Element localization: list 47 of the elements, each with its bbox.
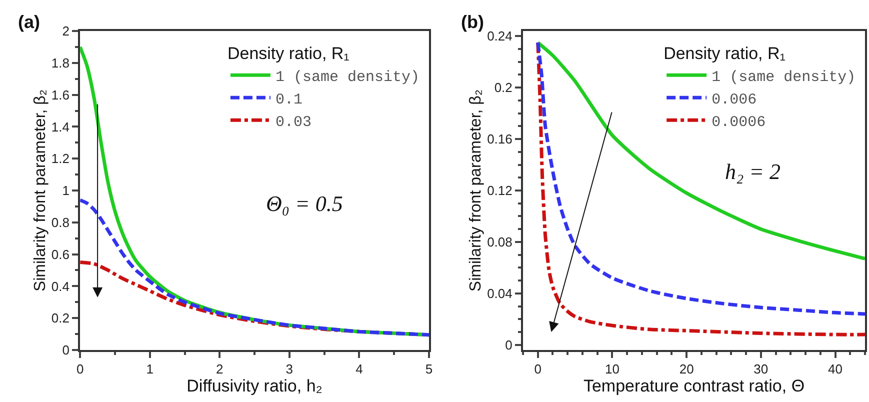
y-tick-label: 0.4 bbox=[51, 278, 70, 294]
y-tick-label: 0.08 bbox=[487, 234, 512, 250]
y-tick-label: 0.2 bbox=[51, 310, 70, 326]
legend-label: 1 (same density) bbox=[712, 68, 856, 86]
y-axis-title: Similarity front parameter, β₂ bbox=[467, 89, 484, 292]
y-tick-label: 1.8 bbox=[51, 55, 70, 70]
legend-label: 0.0006 bbox=[712, 114, 766, 131]
x-tick-label: 40 bbox=[828, 362, 842, 377]
legend-label: 0.03 bbox=[275, 114, 312, 131]
y-tick-label: 0 bbox=[505, 337, 512, 352]
chart-title: (a) bbox=[18, 12, 40, 32]
y-tick-label: 0.8 bbox=[51, 214, 70, 230]
legend-label: 0.1 bbox=[275, 91, 302, 108]
y-tick-label: 0.12 bbox=[487, 183, 512, 198]
y-tick-label: 0.2 bbox=[494, 80, 512, 96]
legend-label: 0.006 bbox=[712, 91, 757, 108]
x-tick-label: 30 bbox=[754, 362, 768, 377]
x-axis-title: Diffusivity ratio, h₂ bbox=[186, 376, 322, 396]
x-tick-label: 10 bbox=[604, 362, 620, 377]
y-tick-label: 1 bbox=[62, 183, 70, 198]
x-tick-label: 4 bbox=[356, 362, 363, 377]
y-tick-label: 0.6 bbox=[51, 246, 70, 262]
y-tick-label: 0.16 bbox=[487, 132, 512, 147]
x-tick-label: 20 bbox=[679, 362, 694, 377]
x-tick-label: 0 bbox=[76, 362, 84, 377]
line-series bbox=[536, 40, 865, 260]
legend-label: 1 (same density) bbox=[275, 68, 420, 86]
line-series bbox=[80, 198, 429, 337]
y-tick-label: 1.2 bbox=[51, 151, 70, 166]
y-tick-label: 1.4 bbox=[51, 119, 70, 134]
y-tick-label: 0.24 bbox=[487, 28, 512, 44]
x-tick-label: 1 bbox=[146, 362, 154, 377]
legend-title: Density ratio, R₁ bbox=[227, 44, 350, 63]
annotation: Θ₀ = 0.5 bbox=[266, 191, 343, 216]
y-tick-label: 2 bbox=[62, 24, 70, 39]
y-tick-label: 0.04 bbox=[487, 286, 512, 301]
annotation: h₂ = 2 bbox=[725, 159, 780, 184]
x-tick-label: 3 bbox=[286, 362, 294, 377]
legend-title: Density ratio, R₁ bbox=[664, 44, 786, 63]
x-tick-label: 0 bbox=[534, 362, 542, 377]
y-tick-label: 0 bbox=[62, 342, 70, 358]
x-tick-label: 5 bbox=[425, 362, 433, 377]
y-tick-label: 1.6 bbox=[51, 87, 70, 102]
chart-title: (b) bbox=[461, 12, 484, 32]
y-axis-title: Similarity front parameter, β₂ bbox=[32, 89, 49, 292]
x-axis-title: Temperature contrast ratio, Θ bbox=[583, 376, 805, 396]
x-tick-label: 2 bbox=[216, 362, 224, 377]
